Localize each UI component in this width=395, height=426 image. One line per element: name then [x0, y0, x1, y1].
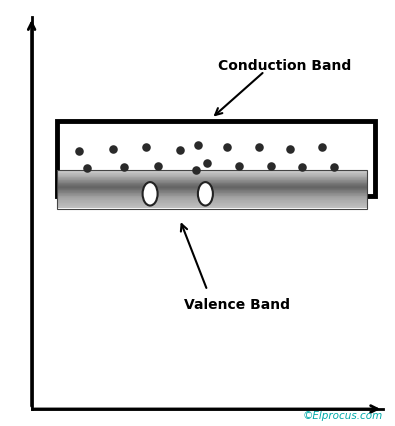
Bar: [57, 180, 367, 181]
Bar: [57, 121, 375, 196]
Point: [143, 144, 149, 150]
Text: Conduction Band: Conduction Band: [218, 59, 351, 73]
Bar: [57, 182, 367, 183]
Bar: [57, 206, 367, 207]
Bar: [57, 201, 367, 202]
Point: [109, 146, 116, 153]
Bar: [57, 200, 367, 201]
Bar: [57, 189, 367, 190]
Point: [256, 144, 262, 150]
Bar: [57, 194, 367, 195]
Bar: [57, 181, 367, 182]
Bar: [57, 183, 367, 184]
Bar: [57, 176, 367, 177]
Point: [299, 164, 305, 170]
Point: [84, 165, 90, 172]
Point: [121, 164, 128, 170]
Bar: [57, 196, 367, 197]
Point: [331, 164, 337, 170]
Point: [194, 141, 201, 148]
Point: [287, 146, 293, 153]
Bar: [57, 195, 367, 196]
Bar: [57, 171, 367, 172]
Bar: [57, 179, 367, 180]
Bar: [57, 190, 367, 191]
Point: [76, 148, 82, 155]
Bar: [57, 170, 367, 171]
Bar: [57, 175, 367, 176]
Point: [236, 163, 242, 170]
Bar: [57, 193, 367, 194]
Bar: [57, 173, 367, 174]
Bar: [57, 186, 367, 187]
Bar: [57, 202, 367, 203]
Text: ©Elprocus.com: ©Elprocus.com: [303, 411, 383, 421]
Bar: [57, 170, 367, 209]
Bar: [57, 185, 367, 186]
Ellipse shape: [198, 182, 213, 205]
Point: [204, 159, 211, 166]
Point: [155, 163, 161, 170]
Bar: [57, 184, 367, 185]
Bar: [57, 174, 367, 175]
Bar: [57, 205, 367, 206]
Point: [224, 144, 230, 150]
Bar: [57, 187, 367, 188]
Bar: [57, 198, 367, 199]
Bar: [57, 192, 367, 193]
Bar: [57, 188, 367, 189]
Bar: [57, 207, 367, 208]
Bar: [57, 172, 367, 173]
Point: [177, 147, 183, 153]
Bar: [57, 178, 367, 179]
Bar: [57, 199, 367, 200]
Point: [267, 163, 274, 170]
Bar: [57, 197, 367, 198]
Bar: [57, 204, 367, 205]
Bar: [57, 191, 367, 192]
Point: [192, 167, 199, 174]
Bar: [57, 203, 367, 204]
Bar: [57, 177, 367, 178]
Point: [319, 144, 325, 150]
Text: Valence Band: Valence Band: [184, 298, 290, 311]
Ellipse shape: [143, 182, 158, 205]
